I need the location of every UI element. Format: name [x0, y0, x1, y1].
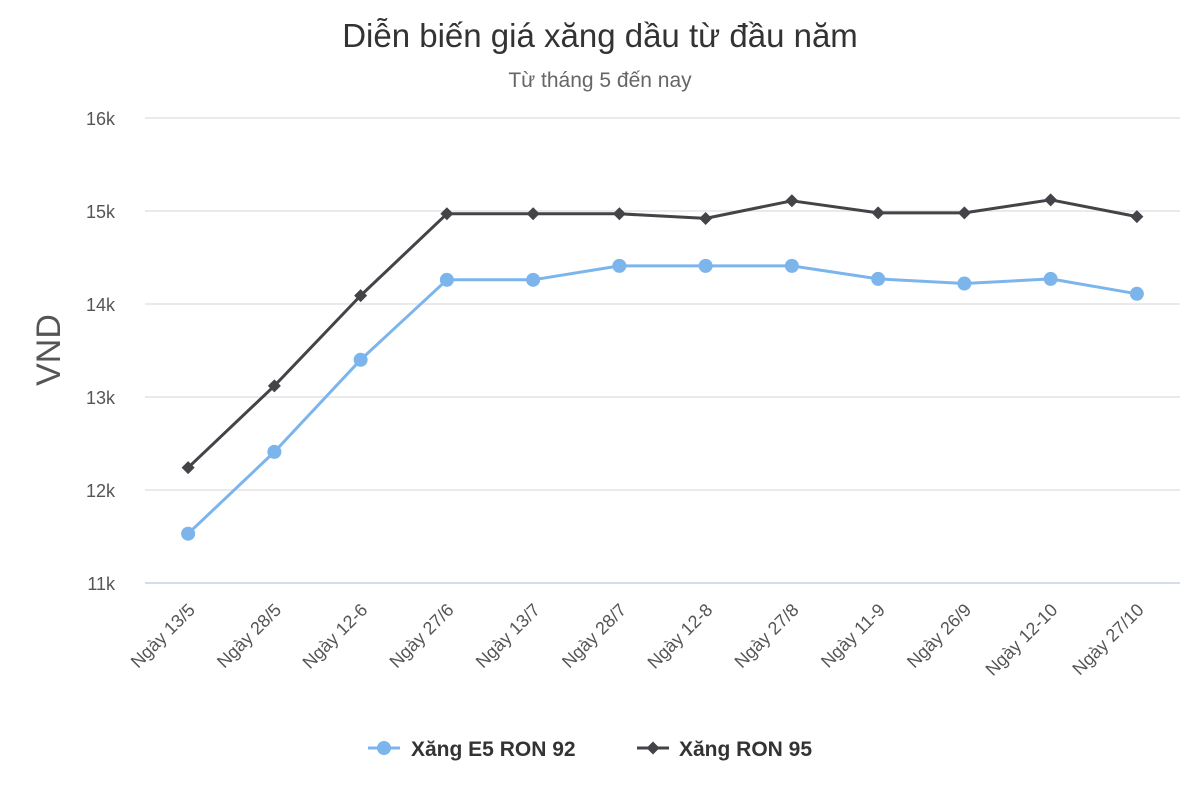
- data-point: [181, 526, 196, 541]
- data-point: [871, 206, 885, 220]
- data-point: [267, 444, 282, 459]
- x-tick-label: Ngày 27/6: [386, 600, 458, 672]
- x-axis-ticks: Ngày 13/5 Ngày 28/5 Ngày 12-6 Ngày 27/6 Ngày…: [127, 600, 1148, 680]
- y-tick-label: 12k: [86, 481, 116, 501]
- x-tick-label: Ngày 12-8: [644, 600, 717, 673]
- data-point: [784, 258, 799, 273]
- y-tick-label: 11k: [87, 574, 116, 594]
- y-tick-label: 14k: [86, 295, 116, 315]
- x-tick-label: Ngày 28/7: [558, 600, 630, 672]
- data-point: [181, 461, 195, 475]
- x-tick-label: Ngày 27/10: [1068, 600, 1147, 679]
- data-point: [957, 206, 971, 220]
- gridlines: [145, 117, 1180, 584]
- chart-subtitle: Từ tháng 5 đến nay: [508, 69, 692, 92]
- data-point: [957, 276, 972, 291]
- legend-circle-marker-icon: [377, 741, 391, 755]
- data-point: [353, 352, 368, 367]
- x-tick-label: Ngày 12-6: [299, 600, 372, 673]
- legend: Xăng E5 RON 92 Xăng RON 95: [368, 738, 812, 761]
- data-point: [1129, 286, 1144, 301]
- x-tick-label: Ngày 13/7: [472, 600, 544, 672]
- y-tick-label: 13k: [86, 388, 116, 408]
- data-point: [354, 289, 368, 303]
- y-axis-label: VND: [30, 314, 68, 386]
- x-tick-label: Ngày 27/8: [731, 600, 803, 672]
- series-line-2: [186, 198, 1139, 470]
- y-axis-ticks: 11k 12k 13k 14k 15k 16k: [86, 109, 116, 594]
- data-point: [267, 379, 281, 393]
- legend-label: Xăng RON 95: [679, 738, 812, 761]
- data-point: [871, 271, 886, 286]
- data-point: [440, 207, 454, 221]
- x-tick-label: Ngày 26/9: [903, 600, 975, 672]
- x-tick-label: Ngày 13/5: [127, 600, 199, 672]
- data-point: [1043, 271, 1058, 286]
- x-tick-label: Ngày 28/5: [213, 600, 285, 672]
- y-tick-label: 16k: [86, 109, 116, 129]
- data-point: [1044, 193, 1058, 207]
- data-point: [612, 207, 626, 221]
- legend-label: Xăng E5 RON 92: [411, 738, 576, 761]
- chart-title: Diễn biến giá xăng dầu từ đầu năm: [342, 17, 858, 54]
- x-tick-label: Ngày 12-10: [982, 600, 1062, 680]
- series-line-1: [186, 264, 1139, 536]
- data-point: [526, 207, 540, 221]
- data-point: [699, 211, 713, 225]
- legend-diamond-marker-icon: [646, 741, 660, 755]
- y-tick-label: 15k: [86, 202, 116, 222]
- data-point: [785, 194, 799, 208]
- data-point: [1130, 210, 1144, 224]
- legend-item[interactable]: Xăng E5 RON 92: [368, 738, 576, 761]
- data-point: [698, 258, 713, 273]
- series-group: [181, 193, 1144, 541]
- data-point: [439, 272, 454, 287]
- data-point: [612, 258, 627, 273]
- x-tick-label: Ngày 11-9: [817, 600, 889, 672]
- data-point: [526, 272, 541, 287]
- legend-item[interactable]: Xăng RON 95: [637, 738, 812, 761]
